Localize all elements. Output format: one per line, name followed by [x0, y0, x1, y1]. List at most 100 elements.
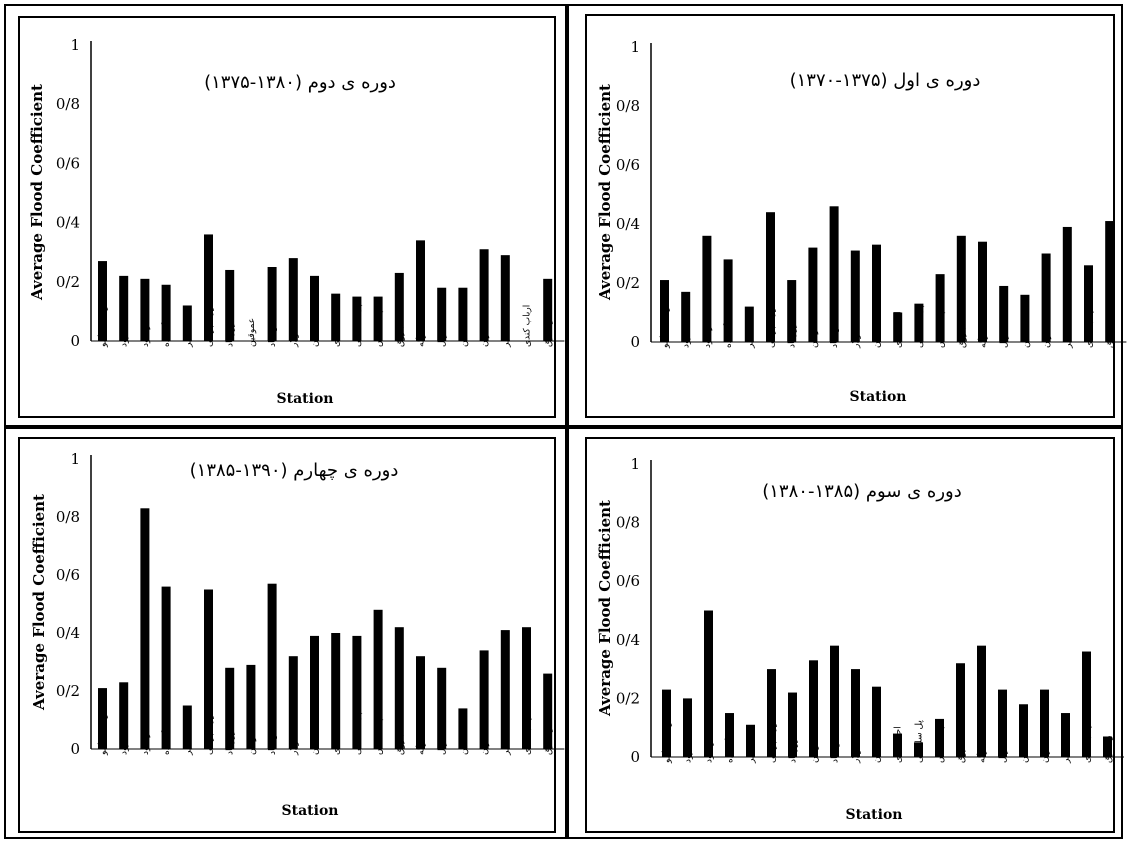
chart4-x-tick-label: اکبر داود — [141, 723, 151, 755]
chart1-bar — [702, 235, 712, 342]
chart4-x-tick-label: باروق — [395, 734, 405, 755]
chart2-y-axis-label: Average Flood Coefficient — [28, 84, 46, 301]
chart1-bar — [978, 241, 987, 342]
chart2-bar — [140, 278, 150, 341]
chart1-bar — [999, 285, 1009, 342]
chart1-x-tick-label: کوزه تپراقی — [767, 302, 777, 348]
chart4-y-tick-label: 0 — [70, 740, 80, 758]
chart2-bar — [543, 278, 553, 341]
chart1-bar — [1041, 253, 1051, 342]
chart3-x-tick-label: باروق — [957, 742, 967, 763]
panel-frame-period-1 — [567, 4, 1123, 427]
chart2-bar — [310, 275, 319, 341]
chart4-y-tick-label: 1 — [70, 450, 80, 468]
chart4-bar — [522, 627, 531, 749]
chart2-x-tick-label: پل سلطانی — [353, 304, 363, 347]
chart4-bar — [394, 627, 404, 749]
chart2-bar — [204, 234, 213, 341]
chart3-bar — [725, 713, 734, 757]
chart1-x-tick-label: دوست بیگلو — [659, 303, 671, 349]
chart2-bar — [394, 272, 404, 341]
chart3-x-tick-label: درود — [684, 746, 694, 763]
chart4-bar — [204, 589, 213, 749]
chart4-bar — [288, 656, 298, 749]
chart2-x-tick-label: ارباب کندی — [523, 305, 533, 347]
chart4-bar — [543, 673, 553, 749]
chart4-x-tick-label: کوزه تپراقی — [205, 709, 215, 755]
chart1-bar — [935, 274, 945, 342]
chart1-x-tick-label: ویلادرق — [1106, 320, 1116, 348]
chart2-bar — [98, 261, 107, 341]
chart3-x-tick-label: نمین — [1020, 746, 1030, 763]
panel-frame-period-2 — [4, 4, 567, 427]
chart1-y-tick-label: 0/8 — [616, 97, 640, 115]
chart3-bar — [662, 689, 671, 757]
chart3-y-tick-label: 0 — [630, 748, 640, 766]
chart3-bar — [1019, 704, 1028, 757]
chart2-y-tick-label: 0/2 — [56, 273, 80, 291]
chart1-x-tick-label: سولار — [851, 326, 861, 349]
chart4-bar — [225, 667, 235, 749]
chart1-y-axis-label: Average Flood Coefficient — [596, 84, 614, 301]
chart4-y-tick-label: 0/2 — [56, 682, 80, 700]
chart1-bar — [893, 312, 903, 342]
chart-box-period-3 — [585, 437, 1115, 833]
chart1-y-tick-label: 0/6 — [616, 156, 640, 174]
chart1-x-tick-label: شمس اباد — [830, 309, 840, 348]
chart4-x-tick-label: احمدکندی — [332, 718, 342, 755]
chart4-x-tick-label: پل سلطانی — [353, 712, 363, 755]
chart3-bar — [1103, 736, 1112, 757]
chart1-x-tick-label: درود — [682, 331, 692, 348]
chart2-bar — [225, 269, 235, 341]
chart3-bar — [998, 689, 1007, 757]
chart2-y-tick-label: 0/6 — [56, 154, 80, 172]
chart3-x-tick-label: دوست بیگلو — [661, 718, 673, 764]
chart3-x-tick-label: فیروزاباد — [789, 731, 799, 763]
chart2-x-tick-label: کوزه تپراقی — [205, 301, 215, 347]
chart3-bar — [977, 645, 986, 757]
chart4-bar — [458, 708, 468, 749]
chart1-x-tick-label: الادیزگه — [977, 320, 989, 348]
chart1-x-tick-label: پل الماس — [936, 311, 946, 348]
chart4-x-tick-label: الادیزگه — [415, 727, 427, 755]
chart4-x-tick-label: ننه کران — [480, 724, 490, 755]
chart3-bar — [1040, 689, 1049, 757]
chart2-x-tick-label: درود — [120, 330, 130, 347]
chart1-y-tick-label: 0 — [630, 333, 640, 351]
chart4-bar — [479, 650, 489, 749]
chart1-bar — [1020, 294, 1030, 342]
chart3-title: دوره ی سوم (۱۳۸۵-۱۳۸۰) — [762, 481, 962, 502]
chart3-bar — [683, 698, 692, 757]
chart4-bar — [416, 656, 425, 749]
chart1-x-tick-label: نمین — [1021, 331, 1031, 348]
chart1-title: دوره ی اول (۱۳۷۵-۱۳۷۰) — [790, 70, 981, 91]
chart3-x-tick-label: کوزه تپراقی — [768, 717, 778, 763]
chart4-bar — [437, 667, 447, 749]
chart4-bar — [267, 583, 277, 749]
chart4-y-tick-label: 0/8 — [56, 508, 80, 526]
chart1-y-tick-label: 1 — [630, 38, 640, 56]
chart3-x-tick-label: گیلانده — [724, 738, 736, 763]
chart4-x-tick-label: گیلانده — [160, 730, 172, 755]
chart2-x-tick-label: دوست بیگلو — [97, 302, 109, 348]
chart4-x-tick-label: شمس اباد — [268, 716, 278, 755]
chart3-y-tick-label: 0/4 — [616, 631, 640, 649]
chart-box-period-1 — [585, 14, 1115, 418]
chart4-x-tick-label: فیروزاباد — [226, 723, 236, 755]
chart2-x-tick-label: ننه کران — [480, 316, 490, 347]
chart4-x-tick-label: ایریل — [438, 736, 448, 755]
chart3-x-tick-label: پل سلطانی — [915, 720, 925, 763]
chart2-x-tick-label: ایریل — [438, 328, 448, 347]
chart1-x-tick-label: عموقین — [809, 319, 819, 348]
chart3-bar — [851, 669, 860, 757]
chart2-x-tick-label: شمس اباد — [268, 308, 278, 347]
chart3-y-axis-label: Average Flood Coefficient — [596, 500, 614, 717]
chart1-bar — [787, 280, 797, 342]
chart3-y-tick-label: 1 — [630, 455, 640, 473]
chart3-bar — [935, 718, 944, 757]
chart4-x-tick-label: پل الماس — [374, 718, 384, 755]
chart2-x-tick-label: احمدکندی — [332, 310, 342, 347]
chart4-x-tick-label: نمین — [459, 738, 469, 755]
